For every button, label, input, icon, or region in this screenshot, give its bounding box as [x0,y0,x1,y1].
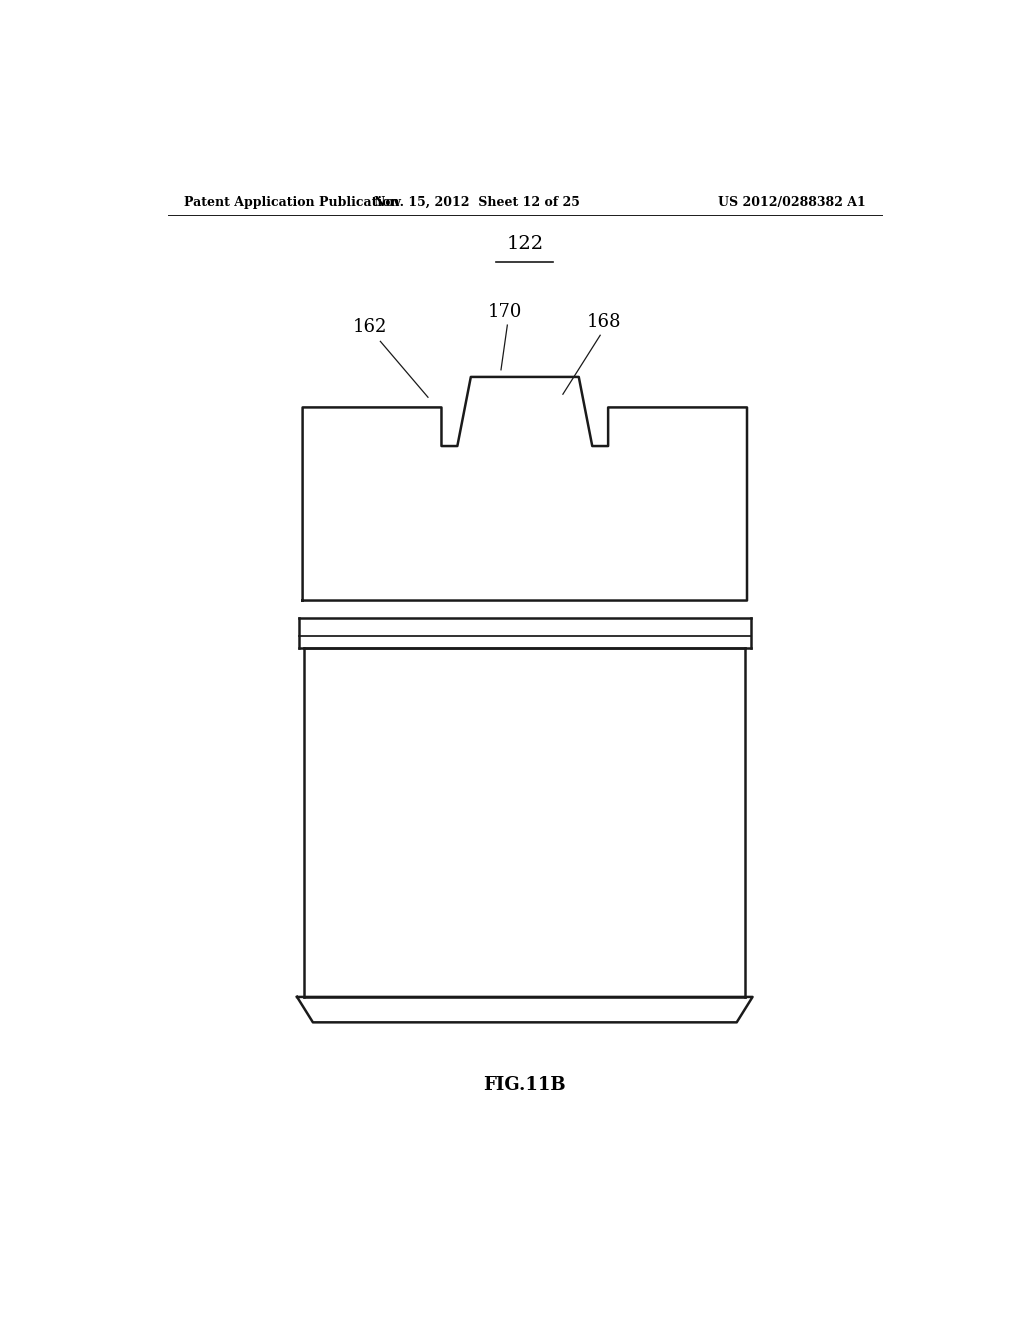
Text: 162: 162 [353,318,387,337]
Text: Patent Application Publication: Patent Application Publication [183,195,399,209]
Text: Nov. 15, 2012  Sheet 12 of 25: Nov. 15, 2012 Sheet 12 of 25 [374,195,581,209]
Text: US 2012/0288382 A1: US 2012/0288382 A1 [718,195,866,209]
Text: FIG.11B: FIG.11B [483,1076,566,1094]
Text: 170: 170 [487,304,522,321]
Text: 168: 168 [587,313,622,331]
Text: 122: 122 [506,235,544,253]
